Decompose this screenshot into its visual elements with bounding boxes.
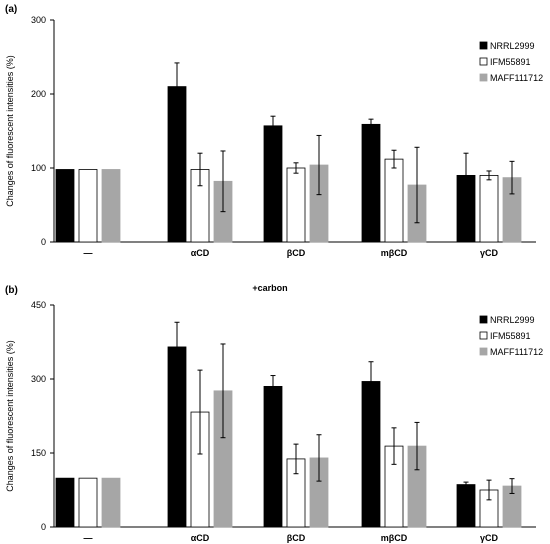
bar-MAFF111712-0 — [101, 169, 121, 243]
bar-IFM55891-0 — [78, 169, 98, 243]
y-tick-label: 200 — [31, 89, 46, 99]
panel-label: (a) — [5, 4, 17, 15]
bar-NRRL2999-2 — [263, 385, 283, 528]
y-tick-label: 150 — [31, 448, 46, 458]
y-tick-label: 450 — [31, 300, 46, 310]
x-tick-label: — — [84, 533, 93, 543]
y-axis-label: Changes of fluorescent intensities (%) — [5, 340, 15, 492]
x-tick-label: αCD — [191, 248, 210, 258]
x-tick-label: γCD — [480, 248, 499, 258]
legend-swatch — [479, 347, 488, 356]
legend-label: IFM55891 — [490, 57, 531, 67]
legend-swatch — [479, 73, 488, 82]
y-tick-label: 100 — [31, 163, 46, 173]
y-tick-label: 0 — [41, 237, 46, 247]
legend-label: NRRL2999 — [490, 41, 535, 51]
y-axis-label: Changes of fluorescent intensities (%) — [5, 55, 15, 207]
bar-IFM55891-4 — [479, 174, 499, 243]
legend-swatch — [479, 315, 488, 324]
bar-NRRL2999-4 — [456, 484, 476, 528]
bar-IFM55891-0 — [78, 477, 98, 528]
x-tick-label: βCD — [287, 248, 306, 258]
chart-panel-b: (b) +carbon Changes of fluorescent intensi… — [5, 283, 543, 543]
y-tick-label: 300 — [31, 374, 46, 384]
bar-NRRL2999-0 — [55, 169, 75, 243]
y-tick-label: 300 — [31, 15, 46, 25]
bar-IFM55891-3 — [384, 158, 404, 243]
x-tick-label: mβCD — [381, 248, 408, 258]
bar-NRRL2999-2 — [263, 125, 283, 243]
x-tick-label: αCD — [191, 533, 210, 543]
x-tick-label: γCD — [480, 533, 499, 543]
bar-NRRL2999-0 — [55, 477, 75, 528]
panel-label: (b) — [5, 285, 18, 296]
x-tick-label: mβCD — [381, 533, 408, 543]
bar-IFM55891-2 — [286, 167, 306, 243]
x-tick-label: — — [84, 248, 93, 258]
legend-label: MAFF111712 — [490, 347, 543, 357]
legend-label: MAFF111712 — [490, 73, 543, 83]
legend-swatch — [479, 41, 488, 50]
bar-NRRL2999-3 — [361, 123, 381, 243]
chart-title: +carbon — [252, 283, 287, 293]
bar-NRRL2999-3 — [361, 381, 381, 528]
legend-swatch — [479, 331, 488, 340]
x-tick-label: βCD — [287, 533, 306, 543]
legend-label: IFM55891 — [490, 331, 531, 341]
bar-MAFF111712-0 — [101, 477, 121, 528]
legend-swatch — [479, 57, 488, 66]
bar-NRRL2999-1 — [167, 346, 187, 528]
y-tick-label: 0 — [41, 522, 46, 532]
legend-label: NRRL2999 — [490, 315, 535, 325]
chart-panel-a: (a) Changes of fluorescent intensities (%… — [5, 4, 543, 258]
